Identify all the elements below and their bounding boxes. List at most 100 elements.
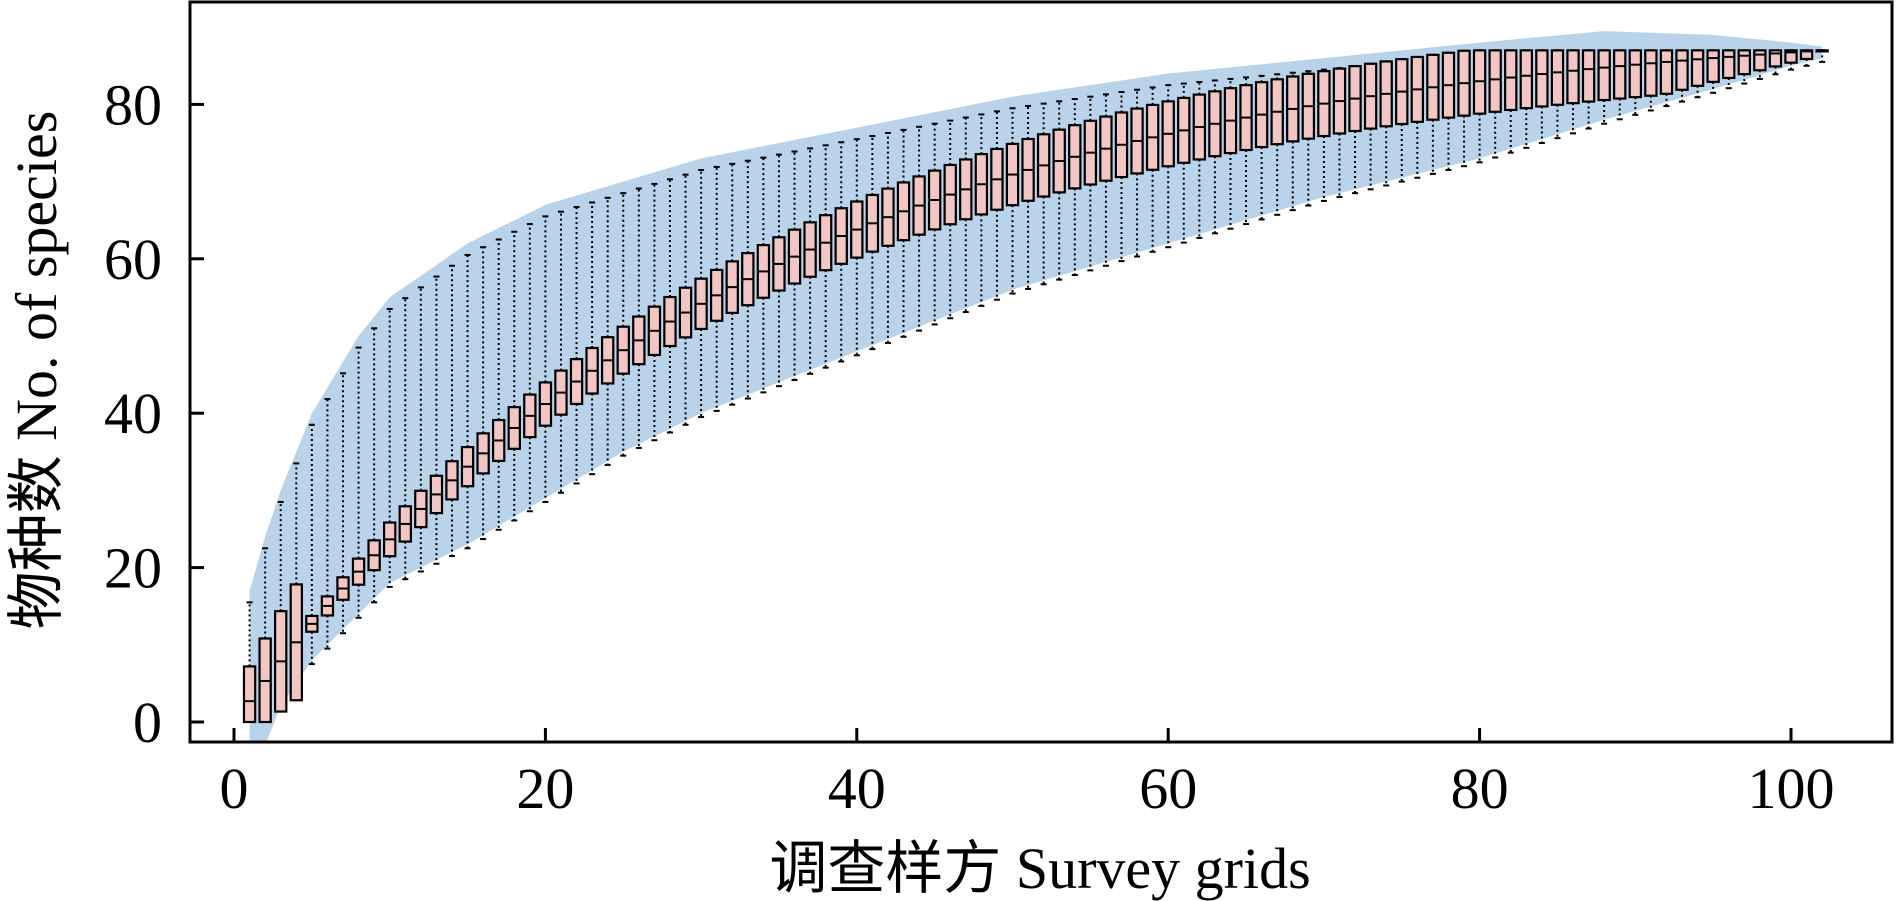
box-grid-74	[1379, 60, 1393, 187]
box-grid-36	[787, 150, 802, 382]
box-grid-61	[1177, 82, 1191, 244]
box-grid-94	[1690, 49, 1705, 99]
box-grid-1	[242, 601, 257, 724]
x-tick-label: 80	[1451, 756, 1509, 821]
box-iqr	[1737, 49, 1751, 76]
box-grid-26	[632, 187, 646, 449]
box-grid-97	[1737, 49, 1751, 85]
confidence-band-layer	[249, 31, 1823, 742]
box-grid-76	[1410, 55, 1425, 179]
box-grid-78	[1441, 51, 1456, 172]
box-grid-17	[491, 238, 506, 531]
box-iqr	[1628, 49, 1642, 99]
box-grid-23	[585, 201, 599, 476]
box-grid-15	[460, 253, 475, 550]
confidence-band	[249, 31, 1823, 742]
box-grid-98	[1753, 49, 1767, 80]
x-tick-label: 60	[1139, 756, 1197, 821]
box-grid-51	[1021, 104, 1035, 290]
box-iqr	[1488, 49, 1502, 113]
box-grid-28	[663, 178, 677, 434]
y-tick-label: 0	[133, 690, 162, 755]
box-grid-6	[320, 398, 335, 650]
box-grid-25	[616, 192, 630, 457]
box-grid-52	[1036, 102, 1051, 286]
box-grid-50	[1005, 107, 1020, 295]
box-grid-2	[258, 547, 272, 724]
box-grid-90	[1628, 49, 1642, 116]
box-iqr	[1581, 49, 1596, 103]
box-grid-46	[943, 119, 957, 320]
box-iqr	[1753, 49, 1767, 72]
x-tick-label: 40	[828, 756, 886, 821]
box-grid-5	[305, 423, 319, 666]
box-grid-93	[1675, 49, 1689, 103]
box-iqr	[1675, 49, 1689, 91]
plot-frame	[188, 0, 1894, 744]
box-grid-88	[1597, 49, 1611, 125]
box-grid-35	[772, 153, 786, 388]
box-grid-33	[741, 159, 755, 400]
box-grid-42	[881, 131, 895, 344]
axes-layer: 0 20 40 60 80 100 0 20 40 60 80	[104, 72, 1835, 821]
box-iqr	[1597, 49, 1611, 102]
box-iqr	[1613, 49, 1627, 100]
box-grid-7	[336, 372, 350, 635]
box-grid-102	[1815, 49, 1829, 63]
box-grid-89	[1613, 49, 1627, 121]
box-grid-39	[834, 141, 848, 363]
box-grid-75	[1395, 58, 1409, 183]
y-tick-label: 40	[104, 381, 162, 446]
box-grid-66	[1254, 74, 1269, 221]
box-grid-22	[569, 206, 584, 485]
box-grid-57	[1114, 91, 1129, 263]
box-iqr	[1706, 49, 1720, 83]
box-grid-11	[398, 297, 412, 581]
x-axis-title: 调查样方 Survey grids	[769, 836, 1310, 901]
box-grid-79	[1457, 49, 1471, 168]
box-grid-14	[445, 264, 459, 558]
box-grid-54	[1068, 97, 1082, 277]
box-grid-80	[1472, 49, 1487, 164]
box-grid-13	[429, 275, 444, 565]
box-grid-16	[476, 246, 490, 541]
box-grid-34	[756, 156, 771, 394]
box-grid-45	[927, 122, 942, 326]
box-grid-9	[367, 327, 381, 604]
box-iqr	[1722, 49, 1736, 80]
box-iqr	[1535, 49, 1549, 108]
box-iqr	[1784, 49, 1798, 64]
box-iqr	[1644, 49, 1658, 97]
box-grid-27	[647, 182, 662, 442]
box-grid-72	[1348, 65, 1362, 195]
box-iqr	[1550, 49, 1565, 106]
box-grid-58	[1130, 88, 1144, 258]
box-grid-43	[896, 128, 911, 338]
box-grid-59	[1145, 86, 1160, 253]
x-tick-label: 20	[516, 756, 574, 821]
box-grid-47	[959, 116, 973, 314]
box-grid-64	[1223, 77, 1238, 230]
box-grid-86	[1566, 49, 1580, 135]
box-grid-73	[1363, 62, 1378, 191]
box-grid-69	[1301, 70, 1316, 207]
box-grid-48	[974, 113, 989, 307]
box-iqr	[242, 665, 257, 724]
box-grid-91	[1644, 49, 1658, 112]
box-grid-81	[1488, 49, 1502, 159]
boxes-layer	[242, 49, 1829, 724]
box-grid-68	[1286, 71, 1300, 212]
box-grid-100	[1784, 49, 1798, 71]
y-axis-title: 物种数 No. of species	[4, 111, 69, 630]
box-grid-101	[1799, 49, 1814, 67]
box-iqr	[1519, 49, 1534, 110]
box-iqr	[1768, 49, 1783, 68]
box-grid-37	[803, 147, 817, 375]
x-tick-label: 100	[1748, 756, 1835, 821]
box-grid-99	[1768, 49, 1783, 76]
box-grid-95	[1706, 49, 1720, 94]
box-grid-92	[1659, 49, 1674, 108]
box-grid-20	[538, 215, 553, 503]
box-grid-56	[1099, 93, 1113, 267]
